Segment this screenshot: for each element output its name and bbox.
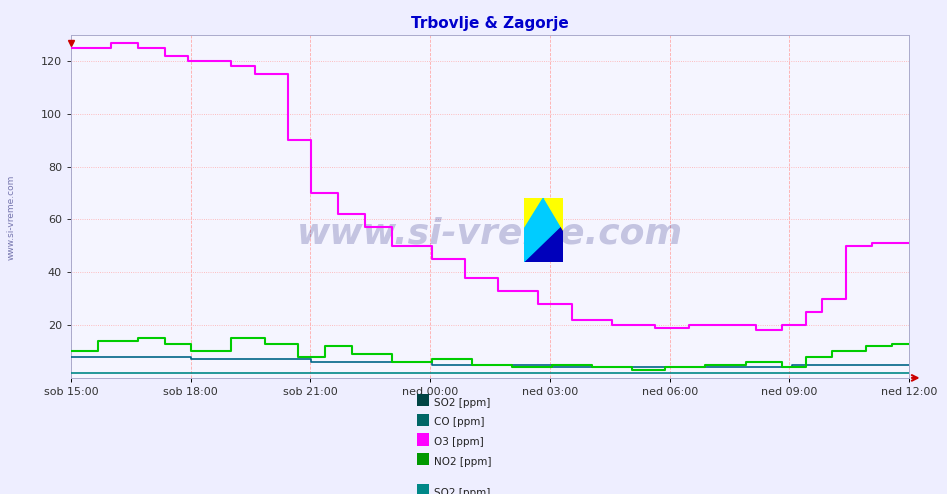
Text: O3 [ppm]: O3 [ppm] (434, 437, 484, 447)
Text: www.si-vreme.com: www.si-vreme.com (297, 217, 683, 251)
Polygon shape (524, 198, 563, 262)
Polygon shape (524, 198, 544, 230)
Title: Trbovlje & Zagorje: Trbovlje & Zagorje (411, 16, 569, 31)
Text: CO [ppm]: CO [ppm] (434, 417, 484, 427)
Text: SO2 [ppm]: SO2 [ppm] (434, 398, 491, 408)
Polygon shape (544, 198, 563, 230)
Text: NO2 [ppm]: NO2 [ppm] (434, 457, 491, 467)
Text: www.si-vreme.com: www.si-vreme.com (7, 175, 16, 260)
Text: SO2 [ppm]: SO2 [ppm] (434, 488, 491, 494)
